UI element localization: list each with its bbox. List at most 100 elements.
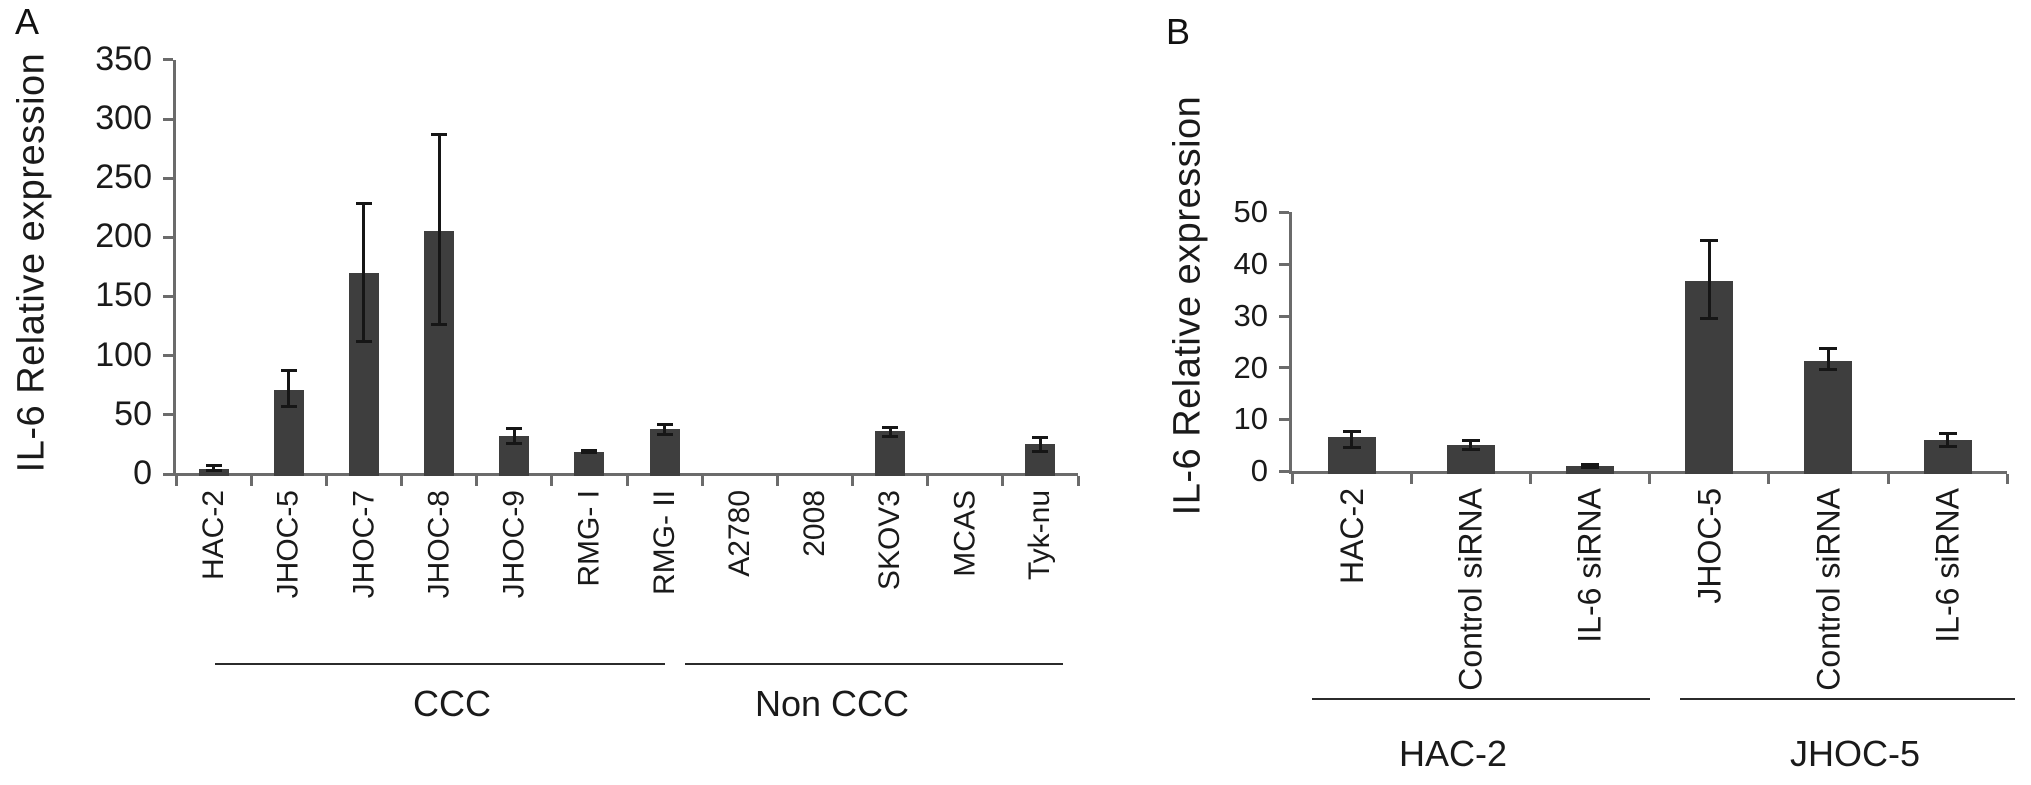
category-label: JHOC-8 bbox=[422, 490, 456, 599]
error-bar-line bbox=[287, 369, 291, 407]
error-bar-line bbox=[212, 465, 216, 472]
panel-a-x-tick bbox=[400, 476, 403, 486]
error-bar-cap-top bbox=[1032, 436, 1049, 440]
panel-a-y-tick bbox=[163, 117, 173, 121]
panel-a-x-tick bbox=[851, 476, 855, 486]
error-bar-cap-top bbox=[1700, 239, 1719, 243]
panel-a-y-tick bbox=[163, 413, 173, 417]
category-label: JHOC-5 bbox=[271, 490, 305, 599]
error-bar-cap-bottom bbox=[1032, 449, 1049, 453]
error-bar-line bbox=[1350, 430, 1354, 449]
bar bbox=[649, 429, 680, 476]
error-bar-cap-top bbox=[355, 202, 372, 206]
panel-a-y-axis-line bbox=[173, 60, 176, 476]
error-bar-cap-bottom bbox=[431, 322, 448, 326]
panel-a-y-tick bbox=[163, 235, 173, 239]
category-label: Control siRNA bbox=[1810, 488, 1847, 691]
bar bbox=[574, 451, 605, 476]
group-label: JHOC-5 bbox=[1789, 733, 1920, 774]
error-bar-cap-top bbox=[506, 426, 523, 430]
panel-a-x-tick bbox=[550, 476, 554, 486]
panel-b-y-tick-label: 30 bbox=[1233, 297, 1268, 333]
panel-b-y-tick bbox=[1279, 418, 1289, 422]
group-bracket-line bbox=[1312, 698, 1650, 700]
panel-a-x-tick bbox=[625, 476, 629, 486]
error-bar-cap-bottom bbox=[882, 435, 899, 439]
category-label: HAC-2 bbox=[1333, 488, 1370, 585]
category-label: A2780 bbox=[722, 490, 756, 577]
panel-b-x-tick bbox=[1648, 474, 1652, 484]
error-bar-cap-top bbox=[1342, 429, 1361, 433]
panel-a-y-tick-label: 250 bbox=[95, 158, 152, 197]
category-label: RMG- I bbox=[572, 490, 606, 587]
panel-b-letter: B bbox=[1166, 11, 1191, 52]
panel-a-y-tick-label: 150 bbox=[95, 276, 152, 315]
panel-a-x-tick bbox=[475, 476, 479, 486]
panel-b-y-tick bbox=[1279, 470, 1289, 473]
error-bar-cap-bottom bbox=[1581, 466, 1599, 470]
error-bar-line bbox=[1826, 348, 1830, 371]
panel-a-y-tick bbox=[163, 58, 173, 62]
error-bar-line bbox=[663, 424, 667, 435]
error-bar-cap-top bbox=[280, 368, 297, 372]
error-bar-cap-top bbox=[882, 425, 899, 429]
panel-b-y-tick-label: 10 bbox=[1233, 401, 1268, 437]
panel-a-x-tick bbox=[324, 476, 328, 486]
error-bar-line bbox=[888, 426, 892, 438]
error-bar-line bbox=[1588, 463, 1592, 469]
panel-a-x-tick bbox=[1076, 476, 1080, 486]
error-bar-line bbox=[1707, 240, 1711, 320]
error-bar-cap-top bbox=[431, 133, 448, 137]
category-label: Tyk-nu bbox=[1023, 490, 1057, 581]
panel-a-y-tick bbox=[163, 176, 173, 180]
panel-b-x-tick bbox=[1886, 474, 1890, 484]
panel-b-y-tick-label: 40 bbox=[1233, 246, 1268, 282]
category-label: IL-6 siRNA bbox=[1572, 488, 1608, 643]
error-bar-cap-top bbox=[1938, 431, 1957, 435]
error-bar-line bbox=[437, 134, 441, 325]
error-bar-cap-bottom bbox=[656, 432, 673, 436]
error-bar-cap-top bbox=[656, 423, 673, 427]
panel-a-y-tick-label: 100 bbox=[95, 335, 152, 374]
panel-a-y-tick-label: 350 bbox=[95, 39, 152, 78]
panel-a-x-tick bbox=[926, 476, 930, 486]
error-bar-cap-bottom bbox=[355, 339, 372, 343]
panel-a-x-tick bbox=[174, 476, 178, 486]
error-bar-cap-bottom bbox=[1342, 446, 1361, 450]
panel-a-y-tick bbox=[163, 472, 173, 476]
error-bar-cap-top bbox=[1461, 438, 1480, 442]
error-bar-line bbox=[362, 203, 366, 342]
panel-b-y-tick bbox=[1279, 366, 1289, 370]
error-bar-cap-bottom bbox=[1938, 445, 1957, 449]
panel-b-y-tick bbox=[1279, 262, 1289, 266]
panel-b-y-tick-label: 50 bbox=[1233, 194, 1268, 230]
panel-a-y-tick-label: 0 bbox=[133, 453, 152, 492]
group-label: Non CCC bbox=[754, 683, 910, 724]
group-label: CCC bbox=[413, 683, 491, 724]
error-bar-line bbox=[1038, 437, 1042, 452]
error-bar-cap-bottom bbox=[581, 451, 598, 455]
category-label: JHOC-9 bbox=[497, 490, 531, 599]
panel-b-y-tick bbox=[1279, 314, 1289, 318]
panel-b-y-axis-line bbox=[1289, 212, 1292, 474]
bar bbox=[1566, 466, 1614, 474]
panel-a-x-tick bbox=[700, 476, 704, 486]
error-bar-line bbox=[1946, 432, 1950, 448]
panel-a-y-tick-label: 300 bbox=[95, 99, 152, 138]
error-bar-cap-bottom bbox=[280, 404, 297, 408]
panel-b-y-tick-label: 0 bbox=[1250, 453, 1268, 489]
error-bar-cap-bottom bbox=[1461, 448, 1480, 452]
error-bar-cap-top bbox=[581, 448, 598, 452]
category-label: RMG- II bbox=[647, 490, 681, 595]
error-bar-cap-bottom bbox=[205, 469, 222, 473]
panel-a-y-tick-label: 200 bbox=[95, 217, 152, 256]
error-bar-cap-top bbox=[205, 464, 222, 468]
category-label: Control siRNA bbox=[1452, 488, 1489, 691]
panel-b-x-tick bbox=[1767, 474, 1771, 484]
panel-a-y-tick bbox=[163, 354, 173, 358]
category-label: 2008 bbox=[797, 490, 831, 557]
panel-a-x-tick bbox=[775, 476, 779, 486]
error-bar-cap-top bbox=[1581, 462, 1599, 466]
panel-b-x-tick bbox=[1409, 474, 1413, 484]
